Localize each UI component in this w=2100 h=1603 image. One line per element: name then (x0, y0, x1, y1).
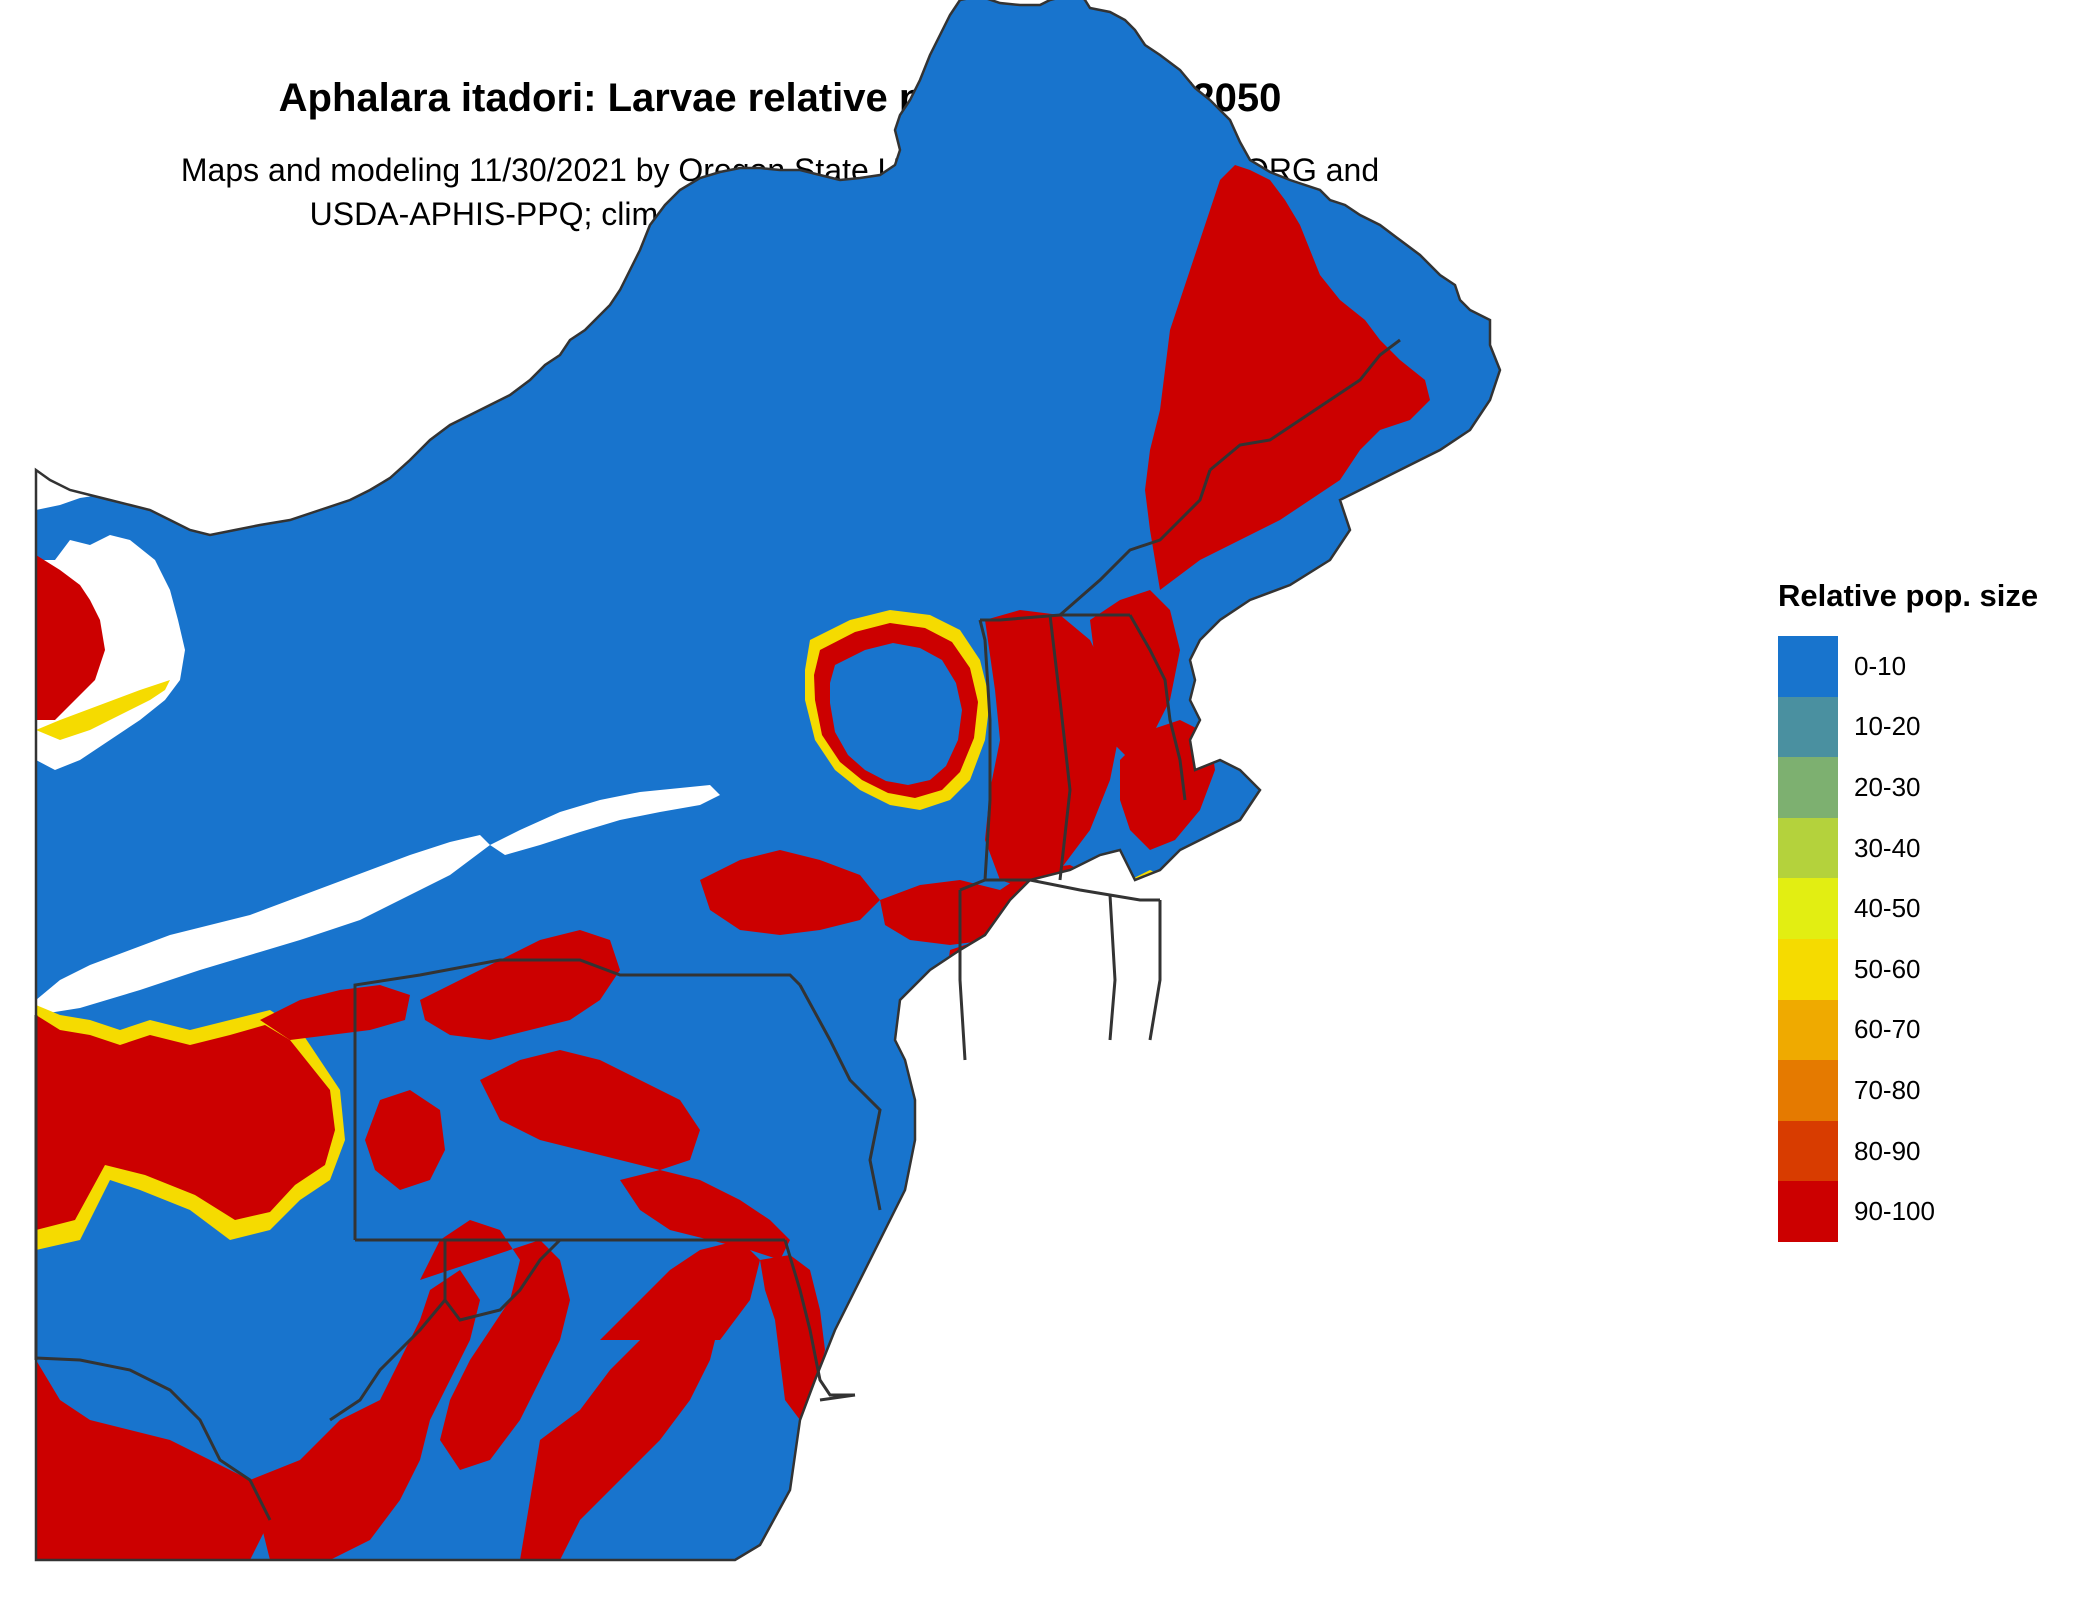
legend-swatch (1778, 1120, 1838, 1182)
legend-label: 40-50 (1854, 893, 1921, 924)
population-patches (36, 165, 1430, 1560)
legend-item: 70-80 (1778, 1060, 2038, 1121)
legend-swatch (1778, 938, 1838, 1000)
legend-label: 50-60 (1854, 953, 1921, 984)
legend-swatch (1778, 999, 1838, 1061)
legend-item: 80-90 (1778, 1120, 2038, 1182)
legend: Relative pop. size 0-10 10-20 20-30 30-40 40… (1778, 578, 2038, 1242)
legend-swatch (1778, 757, 1838, 818)
legend-label: 10-20 (1854, 711, 1921, 742)
legend-label: 0-10 (1854, 650, 1907, 681)
legend-swatch (1778, 817, 1838, 879)
great-lakes (36, 425, 720, 1015)
legend-label: 70-80 (1854, 1074, 1921, 1105)
legend-item: 10-20 (1778, 696, 2038, 758)
legend-item: 0-10 (1778, 636, 2038, 697)
legend-swatch (1778, 878, 1838, 939)
legend-title: Relative pop. size (1778, 578, 2039, 613)
legend-item: 60-70 (1778, 999, 2038, 1061)
legend-item: 20-30 (1778, 757, 2038, 818)
legend-swatch (1778, 1181, 1838, 1242)
legend-label: 20-30 (1854, 771, 1921, 802)
legend-item: 30-40 (1778, 817, 2038, 879)
legend-item: 40-50 (1778, 878, 2038, 939)
legend-swatch (1778, 636, 1838, 697)
legend-label: 90-100 (1854, 1196, 1935, 1227)
legend-label: 80-90 (1854, 1135, 1921, 1166)
legend-swatch (1778, 1060, 1838, 1121)
legend-swatch (1778, 696, 1838, 758)
legend-label: 60-70 (1854, 1014, 1921, 1045)
legend-label: 30-40 (1854, 832, 1921, 863)
legend-item: 50-60 (1778, 938, 2038, 1000)
legend-items: 0-10 10-20 20-30 30-40 40-50 50-60 60-70 70-80 8… (1778, 636, 2038, 1242)
legend-item: 90-100 (1778, 1181, 2038, 1242)
